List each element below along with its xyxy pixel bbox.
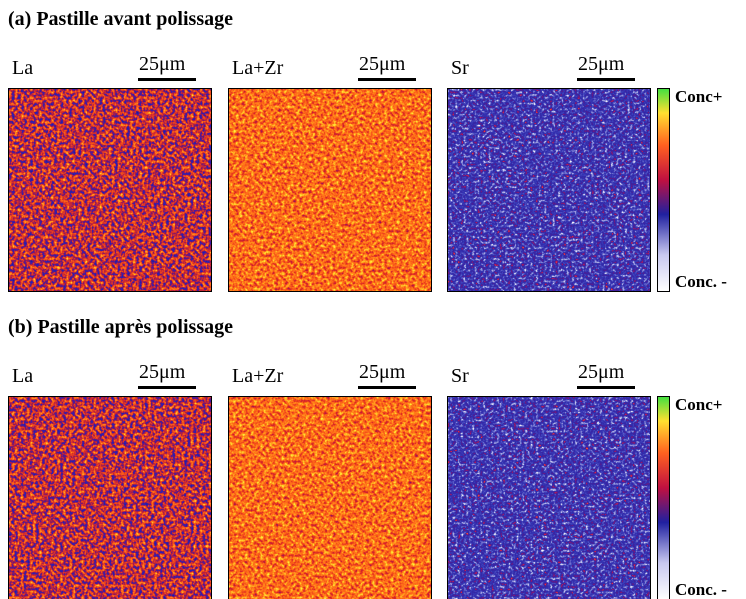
map-image [228, 88, 432, 292]
map-image [447, 88, 651, 292]
scale-bar [577, 78, 635, 81]
map-frame [447, 88, 651, 292]
colorbar-min-label: Conc. - [675, 580, 727, 599]
map-image [8, 88, 212, 292]
scale-bar [138, 78, 196, 81]
map-label: Sr [451, 365, 469, 387]
colorbar [657, 396, 670, 599]
scale-bar [358, 78, 416, 81]
map-label: La [12, 57, 33, 79]
scale-bar [577, 386, 635, 389]
map-label: Sr [451, 57, 469, 79]
scale-bar [138, 386, 196, 389]
scale-label: 25μm [578, 361, 625, 383]
map-image [8, 396, 212, 599]
map-label: La+Zr [232, 365, 284, 387]
map-frame [228, 88, 432, 292]
colorbar-min-label: Conc. - [675, 272, 727, 291]
scale-label: 25μm [139, 53, 186, 75]
scale-label: 25μm [359, 361, 406, 383]
map-frame [8, 88, 212, 292]
map-frame [447, 396, 651, 599]
map-frame [8, 396, 212, 599]
map-image [228, 396, 432, 599]
colorbar [657, 88, 670, 292]
map-label: La+Zr [232, 57, 284, 79]
scale-label: 25μm [139, 361, 186, 383]
scale-label: 25μm [359, 53, 406, 75]
map-frame [228, 396, 432, 599]
scale-bar [358, 386, 416, 389]
panel-title: (a) Pastille avant polissage [8, 8, 233, 30]
colorbar-max-label: Conc+ [675, 395, 722, 414]
map-image [447, 396, 651, 599]
scale-label: 25μm [578, 53, 625, 75]
panel-title: (b) Pastille après polissage [8, 316, 233, 338]
colorbar-max-label: Conc+ [675, 87, 722, 106]
map-label: La [12, 365, 33, 387]
